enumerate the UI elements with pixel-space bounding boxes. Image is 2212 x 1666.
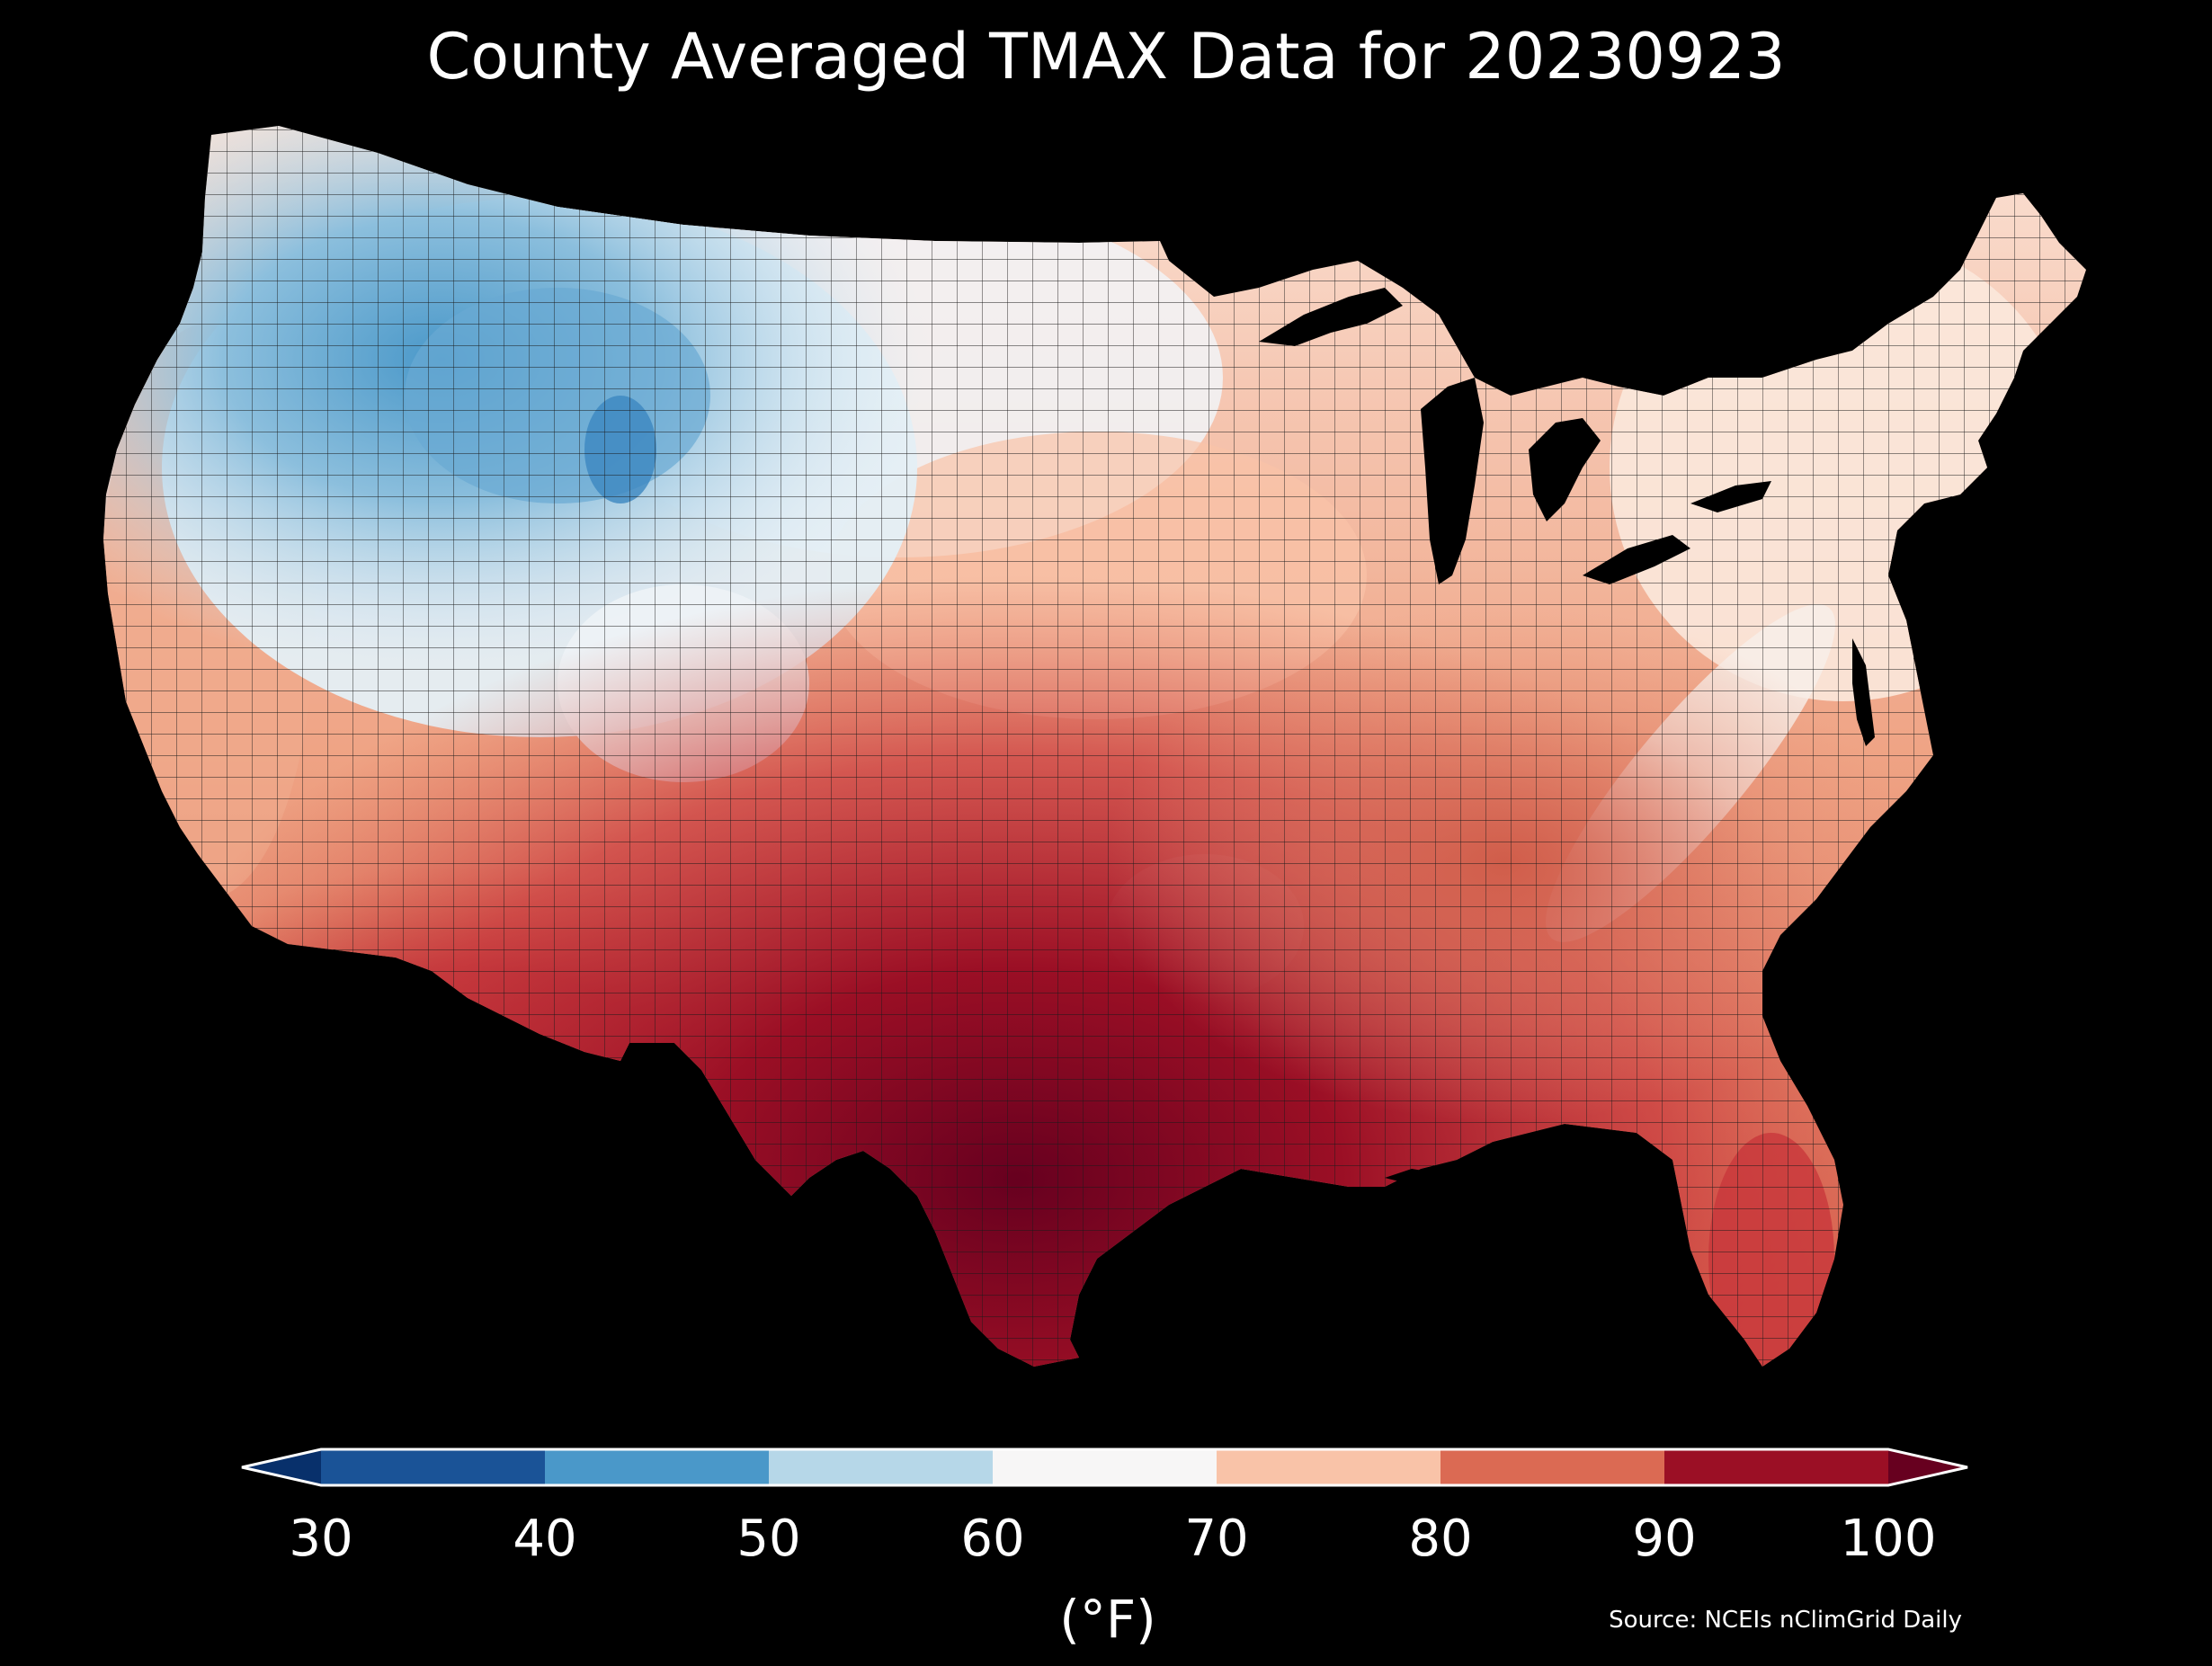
gulf-lagoons	[1385, 1169, 1439, 1187]
colorbar-outline	[241, 1448, 1968, 1487]
colorbar-bin-50-60	[769, 1449, 993, 1485]
colorbar-bin-60-70	[993, 1449, 1217, 1485]
colorbar-tick-40: 40	[513, 1510, 577, 1568]
colorbar-tick-30: 30	[289, 1510, 353, 1568]
colorbar-unit-label: (°F)	[1059, 1589, 1156, 1650]
colorbar	[241, 1448, 1968, 1487]
great-lakes	[1259, 288, 1771, 584]
colorbar-tick-90: 90	[1632, 1510, 1697, 1568]
colorbar-tick-80: 80	[1408, 1510, 1473, 1568]
colorbar-over-arrow	[1888, 1449, 1967, 1485]
map-title: County Averaged TMAX Data for 20230923	[426, 20, 1786, 94]
colorbar-bin-30-40	[321, 1449, 545, 1485]
colorbar-bin-40-50	[545, 1449, 769, 1485]
colorbar-tick-60: 60	[960, 1510, 1025, 1568]
source-credit: Source: NCEIs nClimGrid Daily	[1609, 1607, 1962, 1634]
colorbar-bin-80-90	[1440, 1449, 1664, 1485]
colorbar-bin-70-80	[1217, 1449, 1440, 1485]
colorbar-tick-100: 100	[1840, 1510, 1937, 1568]
chesapeake-bay	[1852, 638, 1875, 746]
colorbar-under-arrow	[242, 1449, 321, 1485]
colorbar-tick-50: 50	[736, 1510, 801, 1568]
county-fill-layer	[103, 126, 2086, 1367]
colorbar-tick-70: 70	[1184, 1510, 1249, 1568]
colorbar-bin-90-100	[1664, 1449, 1888, 1485]
choropleth-map	[103, 126, 2086, 1367]
